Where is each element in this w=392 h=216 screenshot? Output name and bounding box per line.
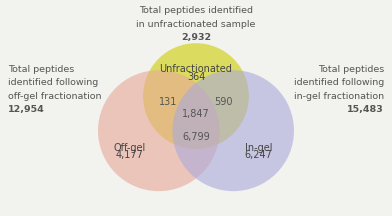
Text: In-gel: In-gel: [245, 143, 272, 153]
Text: Unfractionated: Unfractionated: [160, 64, 232, 74]
Text: 4,177: 4,177: [115, 150, 143, 160]
Text: 15,483: 15,483: [347, 105, 384, 114]
Text: identified following: identified following: [8, 78, 98, 87]
Text: 12,954: 12,954: [8, 105, 45, 114]
Text: in-gel fractionation: in-gel fractionation: [294, 92, 384, 101]
Text: Off-gel: Off-gel: [113, 143, 145, 153]
Text: Total peptides: Total peptides: [8, 65, 74, 74]
Text: 2,932: 2,932: [181, 33, 211, 42]
Text: in unfractionated sample: in unfractionated sample: [136, 20, 256, 29]
Text: 131: 131: [160, 97, 178, 106]
Text: 590: 590: [214, 97, 233, 106]
Text: Total peptides identified: Total peptides identified: [139, 6, 253, 16]
Text: Total peptides: Total peptides: [318, 65, 384, 74]
Text: identified following: identified following: [294, 78, 384, 87]
Ellipse shape: [172, 70, 294, 191]
Text: 1,847: 1,847: [182, 110, 210, 119]
Text: 6,799: 6,799: [182, 132, 210, 141]
Text: 364: 364: [187, 72, 205, 82]
Text: off-gel fractionation: off-gel fractionation: [8, 92, 102, 101]
Ellipse shape: [98, 70, 220, 191]
Ellipse shape: [143, 43, 249, 149]
Text: 6,247: 6,247: [245, 150, 273, 160]
